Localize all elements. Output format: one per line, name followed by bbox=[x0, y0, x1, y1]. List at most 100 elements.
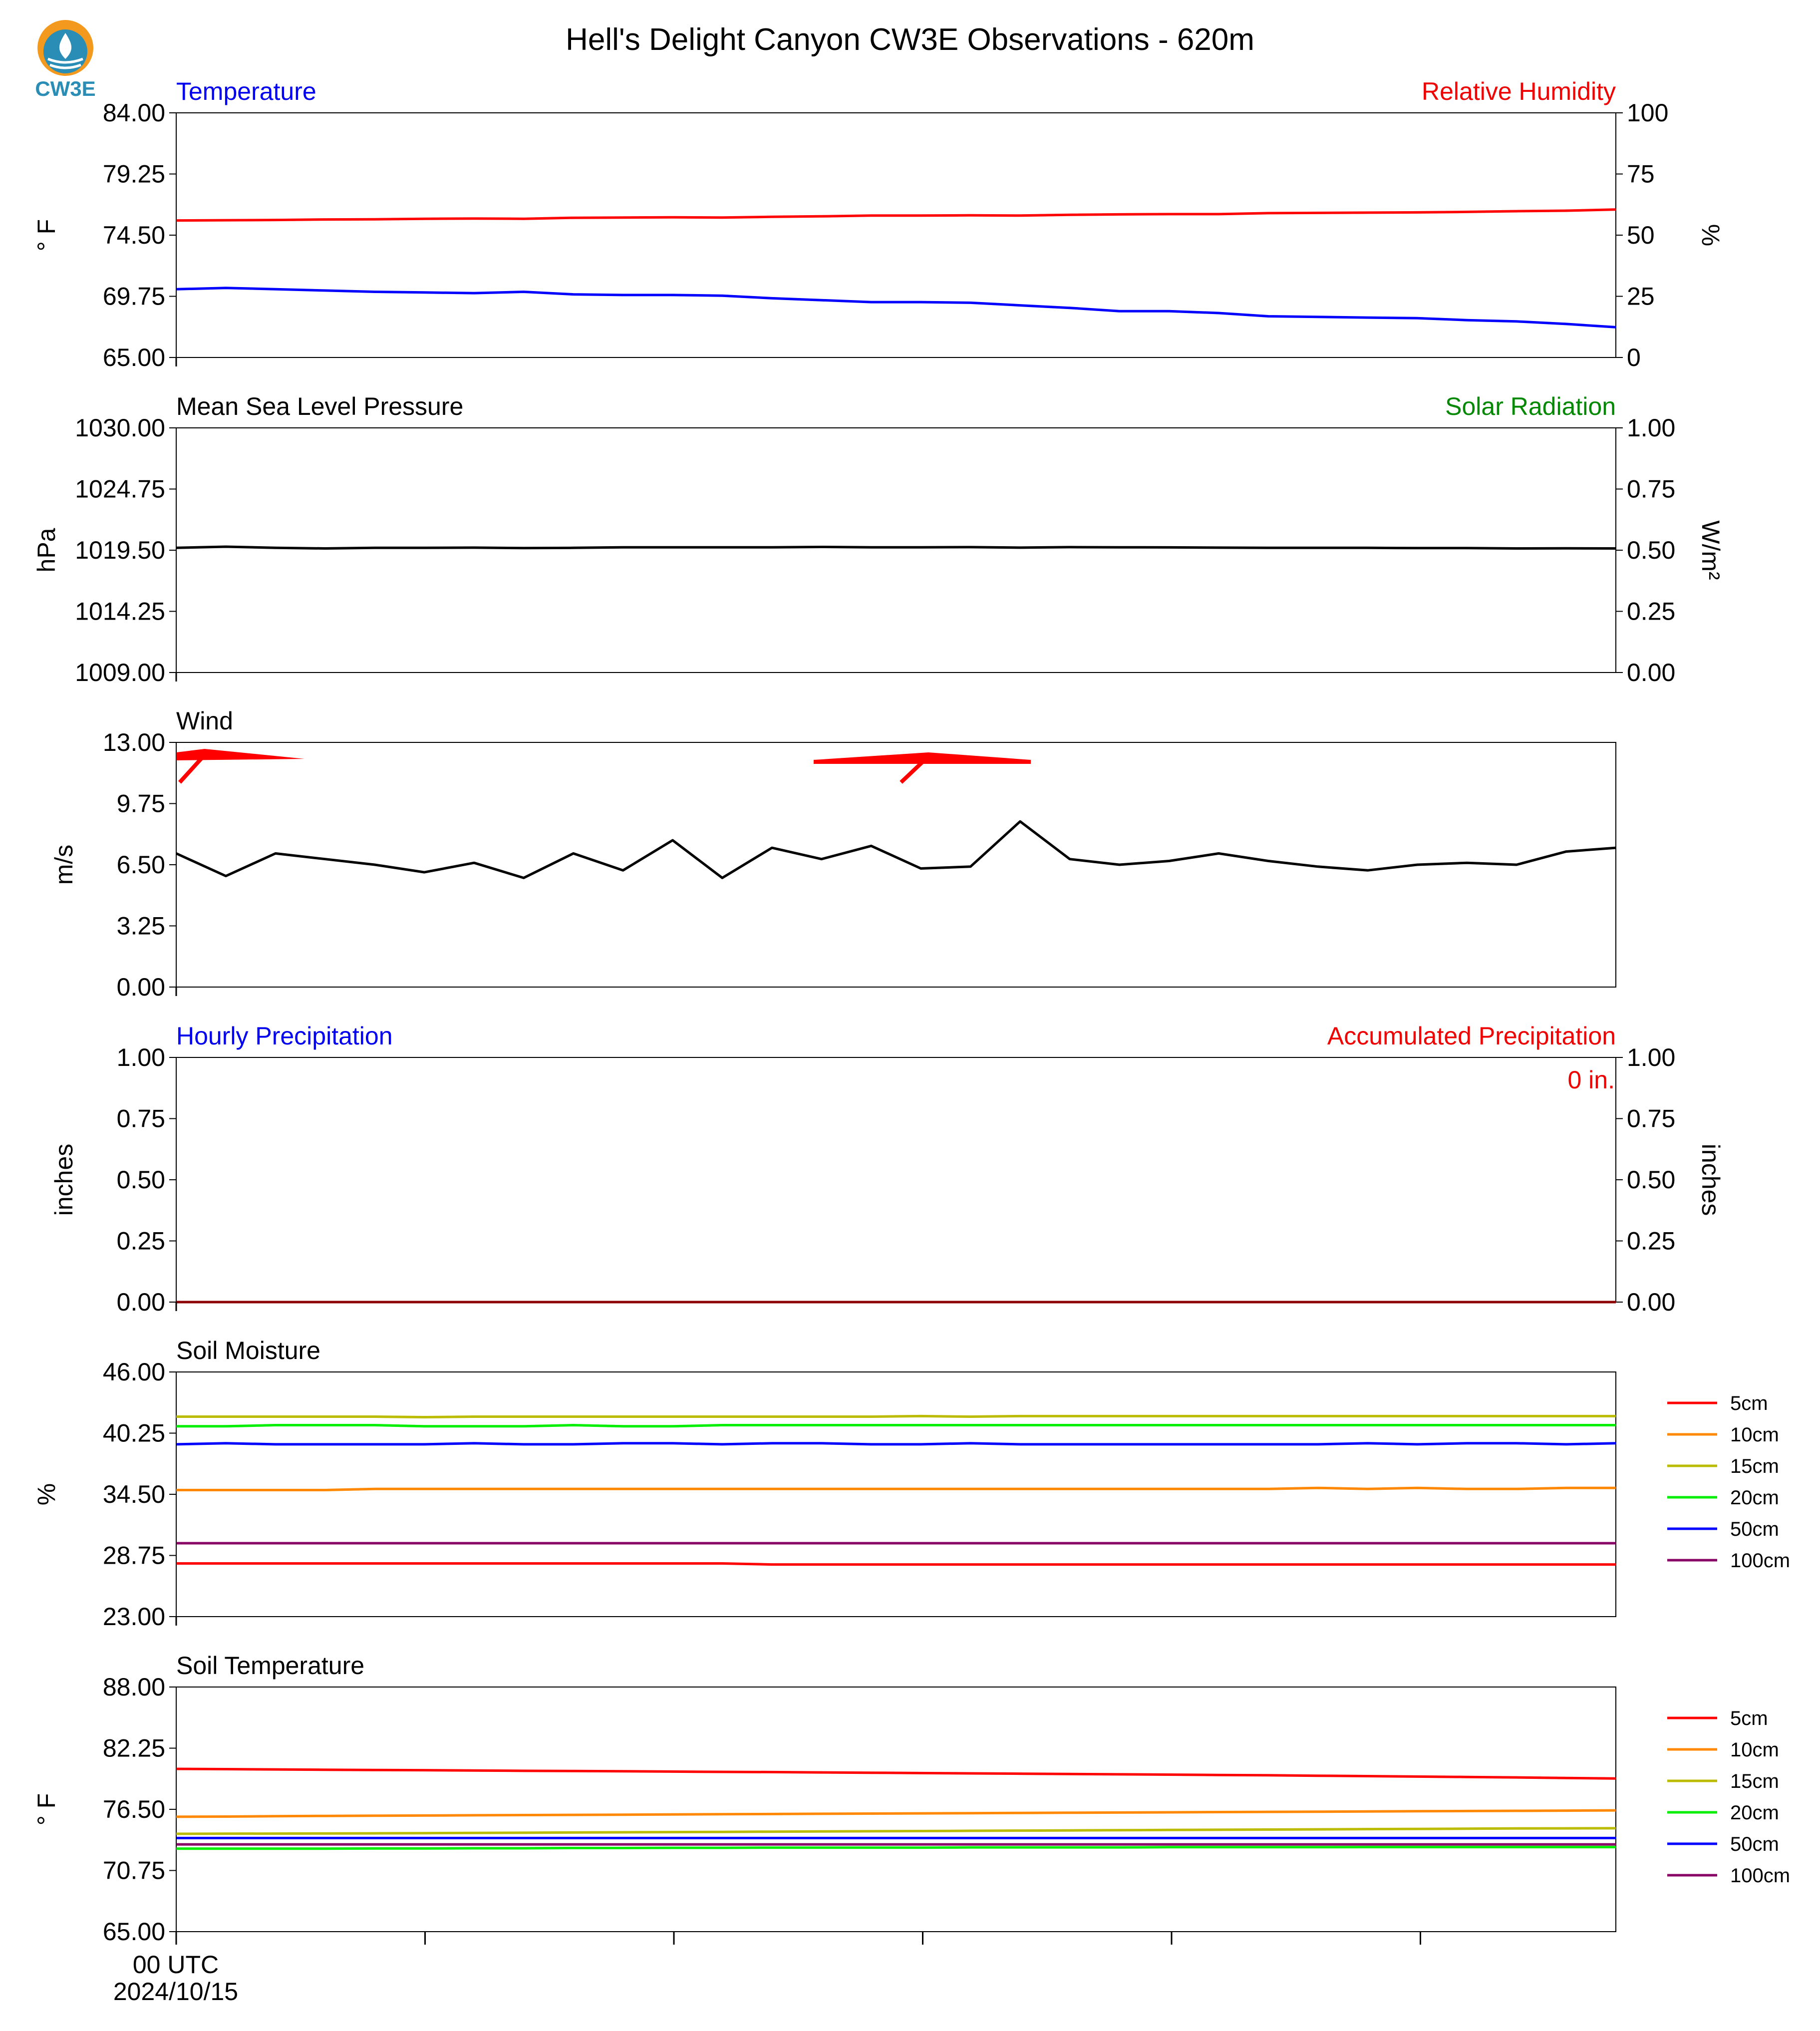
panel-title-left: Temperature bbox=[176, 77, 316, 105]
y-right-tick-label: 0.75 bbox=[1627, 1105, 1675, 1133]
y-tick-label: 0.00 bbox=[117, 1288, 165, 1316]
wind-barb-icon bbox=[814, 752, 1031, 764]
legend-label: 100cm bbox=[1730, 1550, 1790, 1572]
x-start-label: 00 UTC bbox=[133, 1951, 219, 1979]
series-line-15cm bbox=[176, 1414, 1616, 1418]
y-right-tick-label: 0.50 bbox=[1627, 1166, 1675, 1194]
y-tick-label: 23.00 bbox=[103, 1603, 165, 1631]
y-right-tick-label: 0.00 bbox=[1627, 1288, 1675, 1316]
panel-title-right: Accumulated Precipitation bbox=[1327, 1022, 1616, 1050]
y-tick-label: 34.50 bbox=[103, 1480, 165, 1508]
panel-3: Wind 13.00 9.75 6.50 3.25 0.00 m/s bbox=[50, 707, 1616, 1001]
series-line-relative-humidity bbox=[176, 208, 1616, 222]
panels: Temperature Relative Humidity 84.00 79.25 74… bbox=[32, 77, 1790, 1946]
wind-barb-icon bbox=[900, 755, 930, 784]
y-tick-label: 1.00 bbox=[117, 1043, 165, 1071]
y-right-axis-label: W/m² bbox=[1697, 520, 1725, 580]
y-right-tick-label: 0 bbox=[1627, 343, 1641, 371]
series-line-20cm bbox=[176, 1846, 1616, 1850]
panel-title-left: Soil Moisture bbox=[176, 1337, 320, 1364]
y-right-tick-label: 0.25 bbox=[1627, 598, 1675, 626]
y-axis-label: m/s bbox=[50, 845, 78, 885]
y-tick-label: 84.00 bbox=[103, 99, 165, 127]
series-line-5cm bbox=[176, 1562, 1616, 1566]
y-tick-label: 88.00 bbox=[103, 1673, 165, 1701]
y-right-tick-label: 50 bbox=[1627, 221, 1655, 249]
y-right-tick-label: 1.00 bbox=[1627, 1043, 1675, 1071]
y-tick-label: 1014.25 bbox=[75, 598, 165, 626]
accumulated-precip-annotation: 0 in. bbox=[1567, 1066, 1615, 1094]
y-tick-label: 0.50 bbox=[117, 1166, 165, 1194]
panel-title-right: Solar Radiation bbox=[1445, 392, 1616, 420]
legend-label: 20cm bbox=[1730, 1487, 1779, 1509]
y-tick-label: 76.50 bbox=[103, 1795, 165, 1823]
legend-label: 15cm bbox=[1730, 1455, 1779, 1477]
y-right-tick-label: 0.25 bbox=[1627, 1227, 1675, 1255]
y-tick-label: 1024.75 bbox=[75, 475, 165, 503]
y-right-axis-label: % bbox=[1697, 224, 1725, 246]
y-tick-label: 82.25 bbox=[103, 1734, 165, 1762]
y-tick-label: 69.75 bbox=[103, 283, 165, 311]
y-tick-label: 0.25 bbox=[117, 1227, 165, 1255]
panel-title-left: Soil Temperature bbox=[176, 1652, 364, 1680]
x-axis: 00 UTC 2024/10/15 bbox=[113, 1932, 1421, 2006]
y-right-tick-label: 100 bbox=[1627, 99, 1668, 127]
y-tick-label: 79.25 bbox=[103, 160, 165, 188]
panel-title-left: Hourly Precipitation bbox=[176, 1022, 393, 1050]
legend-label: 50cm bbox=[1730, 1518, 1779, 1540]
legend: 5cm 10cm 15cm 20cm 50cm 100cm bbox=[1667, 1392, 1790, 1572]
x-start-date: 2024/10/15 bbox=[113, 1978, 238, 2006]
y-tick-label: 46.00 bbox=[103, 1358, 165, 1386]
panel-title-left: Wind bbox=[176, 707, 233, 735]
cw3e-logo: CW3E bbox=[35, 20, 96, 100]
legend-label: 50cm bbox=[1730, 1833, 1779, 1855]
logo-drop-icon bbox=[59, 33, 72, 59]
panel-6: Soil Temperature 88.00 82.25 76.50 70.75 65.0… bbox=[32, 1652, 1790, 1946]
wind-barb-icon bbox=[178, 753, 206, 784]
y-tick-label: 13.00 bbox=[103, 728, 165, 756]
y-tick-label: 28.75 bbox=[103, 1542, 165, 1570]
y-right-tick-label: 1.00 bbox=[1627, 414, 1675, 442]
y-tick-label: 1019.50 bbox=[75, 536, 165, 564]
y-right-tick-label: 75 bbox=[1627, 160, 1655, 188]
series-line-15cm bbox=[176, 1827, 1616, 1835]
panel-1: Temperature Relative Humidity 84.00 79.25 74… bbox=[32, 77, 1725, 371]
series-line-mean-sea-level-pressure bbox=[176, 545, 1616, 550]
panel-2: Mean Sea Level Pressure Solar Radiation 10… bbox=[32, 392, 1725, 686]
y-tick-label: 65.00 bbox=[103, 343, 165, 371]
y-axis-label: ° F bbox=[32, 219, 60, 251]
series-line-50cm bbox=[176, 1442, 1616, 1446]
legend-label: 100cm bbox=[1730, 1865, 1790, 1887]
y-tick-label: 1009.00 bbox=[75, 659, 165, 686]
y-tick-label: 65.00 bbox=[103, 1918, 165, 1946]
panel-title-left: Mean Sea Level Pressure bbox=[176, 392, 463, 420]
y-right-axis-label: inches bbox=[1697, 1144, 1725, 1216]
y-axis-label: inches bbox=[50, 1144, 78, 1216]
y-right-tick-label: 0.50 bbox=[1627, 536, 1675, 564]
legend-label: 5cm bbox=[1730, 1392, 1768, 1414]
panel-5: Soil Moisture 46.00 40.25 34.50 28.75 23.00% 5… bbox=[32, 1337, 1790, 1631]
y-axis-label: % bbox=[32, 1483, 60, 1505]
legend-label: 10cm bbox=[1730, 1739, 1779, 1761]
series-line-5cm bbox=[176, 1767, 1616, 1780]
y-right-tick-label: 25 bbox=[1627, 283, 1655, 311]
y-right-tick-label: 0.75 bbox=[1627, 475, 1675, 503]
y-tick-label: 0.00 bbox=[117, 973, 165, 1001]
y-tick-label: 1030.00 bbox=[75, 414, 165, 442]
y-tick-label: 40.25 bbox=[103, 1419, 165, 1447]
panel-title-right: Relative Humidity bbox=[1422, 77, 1616, 105]
legend-label: 10cm bbox=[1730, 1424, 1779, 1446]
y-tick-label: 70.75 bbox=[103, 1857, 165, 1885]
y-right-tick-label: 0.00 bbox=[1627, 659, 1675, 686]
wind-barb-icon bbox=[176, 749, 304, 760]
series-line-20cm bbox=[176, 1424, 1616, 1428]
logo-text: CW3E bbox=[35, 77, 95, 100]
series-line-wind-speed bbox=[175, 820, 1616, 879]
y-tick-label: 9.75 bbox=[117, 790, 165, 818]
series-line-10cm bbox=[176, 1486, 1616, 1491]
y-tick-label: 6.50 bbox=[117, 851, 165, 879]
y-axis-label: ° F bbox=[32, 1793, 60, 1825]
y-tick-label: 0.75 bbox=[117, 1105, 165, 1133]
